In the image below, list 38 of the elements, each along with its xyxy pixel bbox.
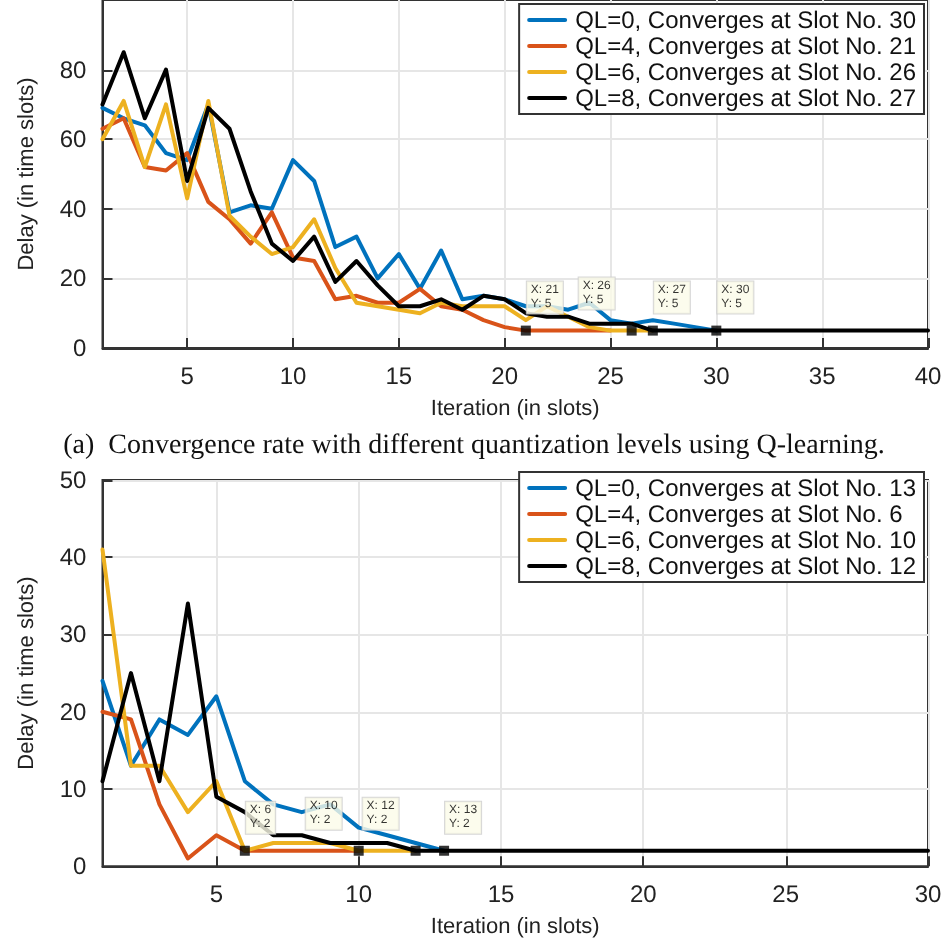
legend-label: QL=8, Converges at Slot No. 12 <box>575 552 917 580</box>
y-tick-label: 20 <box>59 697 88 726</box>
legend-label: QL=4, Converges at Slot No. 21 <box>575 32 917 60</box>
legend-label: QL=6, Converges at Slot No. 10 <box>575 526 917 554</box>
y-tick-label: 30 <box>59 620 88 649</box>
x-tick-label: 25 <box>772 880 800 909</box>
y-tick-label: 20 <box>59 264 88 293</box>
x-axis-title: Iteration (in slots) <box>430 915 600 939</box>
text: (a) Convergence rate with different quantization levels using Q-learning. <box>63 431 885 461</box>
x-tick-label: 15 <box>385 362 413 390</box>
x-axis-title: Iteration (in slots) <box>430 396 600 421</box>
y-tick-label: 0 <box>73 852 88 881</box>
legend-label: QL=8, Converges at Slot No. 27 <box>575 84 917 112</box>
legend-label: QL=0, Converges at Slot No. 30 <box>575 6 917 34</box>
y-tick-label: 0 <box>73 334 88 362</box>
y-axis-title: Delay (in time slots) <box>15 77 39 271</box>
x-tick-label: 30 <box>914 880 942 909</box>
y-tick-label: 80 <box>59 55 88 84</box>
x-tick-label: 5 <box>209 880 224 909</box>
legend-label: QL=6, Converges at Slot No. 26 <box>575 58 917 86</box>
x-tick-label: 35 <box>808 362 837 390</box>
y-tick-label: 50 <box>59 466 88 494</box>
x-tick-label: 30 <box>702 362 731 390</box>
x-tick-label: 10 <box>345 880 373 909</box>
legend-label: QL=4, Converges at Slot No. 6 <box>575 500 904 528</box>
y-tick-label: 10 <box>59 774 88 803</box>
y-tick-label: 40 <box>59 543 88 572</box>
x-tick-label: 15 <box>487 880 515 909</box>
x-tick-label: 20 <box>629 880 658 909</box>
y-tick-label: 60 <box>59 125 88 154</box>
x-tick-label: 5 <box>180 362 195 390</box>
x-tick-label: 10 <box>279 362 307 390</box>
x-tick-label: 25 <box>597 362 625 390</box>
x-tick-label: 20 <box>491 362 519 390</box>
legend-label: QL=0, Converges at Slot No. 13 <box>575 474 917 502</box>
y-tick-label: 40 <box>59 194 88 223</box>
y-axis-title: Delay (in time slots) <box>15 576 39 770</box>
x-tick-label: 40 <box>914 362 942 390</box>
